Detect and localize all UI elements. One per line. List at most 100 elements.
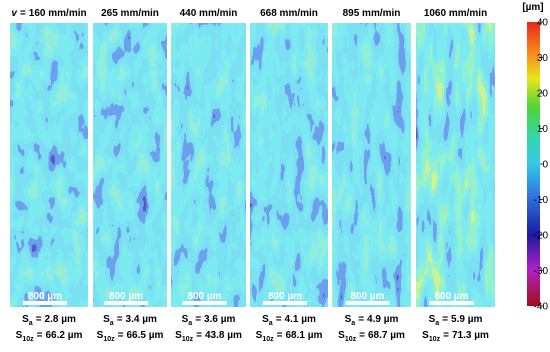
sa-symbol: S [22,314,29,325]
s10z-value: 71.3 µm [452,330,489,341]
scale-bar [429,301,474,305]
sa-subscript: a [110,320,114,327]
equals: = [277,330,283,341]
s10z-subscript: 10z [429,336,441,343]
s10z-subscript: 10z [182,336,194,343]
equals: = [358,314,364,325]
s10z-symbol: S [97,330,104,341]
equals: = [443,330,449,341]
sa-value: 5.9 µm [451,314,482,325]
s10z-value: 66.5 µm [126,330,163,341]
scale-bar-label: 800 µm [109,291,143,302]
s10z-symbol: S [422,330,429,341]
sa-value: 3.6 µm [204,314,235,325]
equals: = [196,330,202,341]
s10z-label: S10z = 66.5 µm [97,330,164,343]
surface-map [93,23,167,307]
colorbar-tick-label: 0 [542,160,548,171]
equals: = [36,314,42,325]
colorbar-tick-label: -40 [534,302,549,313]
colorbar-tick-label: 20 [537,89,549,100]
sa-subscript: a [351,320,355,327]
surface-map [416,23,495,307]
s10z-label: S10z = 43.8 µm [175,330,242,343]
sa-symbol: S [262,314,269,325]
s10z-value: 68.1 µm [285,330,322,341]
surface-map [10,23,88,307]
s10z-label: S10z = 68.7 µm [338,330,405,343]
colorbar-tick-label: -30 [534,266,549,277]
s10z-subscript: 10z [103,336,115,343]
speed-symbol: v [11,8,18,19]
surface-map [171,23,246,307]
s10z-symbol: S [256,330,263,341]
s10z-symbol: S [338,330,345,341]
scale-bar-label: 800 µm [350,291,384,302]
panel-speed: 895 mm/min [343,8,401,19]
speed: 160 mm/min [29,8,87,19]
sa-subscript: a [29,320,33,327]
scale-bar [104,301,148,305]
scale-bar [263,301,307,305]
panel-speed: 1060 mm/min [424,8,487,19]
sa-value: 3.4 µm [126,314,157,325]
equals: = [359,330,365,341]
s10z-symbol: S [175,330,182,341]
equals: = [20,8,26,19]
surface-map [250,23,328,307]
sa-label: Sa = 3.6 µm [182,314,236,327]
sa-subscript: a [188,320,192,327]
colorbar-tick-label: 40 [537,18,549,29]
s10z-label: S10z = 68.1 µm [256,330,323,343]
sa-symbol: S [429,314,436,325]
sa-value: 4.1 µm [285,314,316,325]
sa-label: Sa = 2.8 µm [22,314,76,327]
sa-value: 4.9 µm [367,314,398,325]
scale-bar-label: 800 µm [187,291,221,302]
s10z-label: S10z = 71.3 µm [422,330,489,343]
equals: = [117,314,123,325]
s10z-subscript: 10z [22,336,34,343]
panel-speed: v = 160 mm/min [11,8,86,19]
equals: = [276,314,282,325]
scale-bar [182,301,227,305]
colorbar-tick-label: 10 [537,124,549,135]
equals: = [195,314,201,325]
panel-speed: 668 mm/min [260,8,318,19]
sa-label: Sa = 4.1 µm [262,314,316,327]
sa-value: 2.8 µm [45,314,76,325]
equals: = [442,314,448,325]
s10z-subscript: 10z [262,336,274,343]
colorbar-tick-label: -20 [534,231,549,242]
scale-bar [23,301,67,305]
s10z-value: 43.8 µm [205,330,242,341]
sa-symbol: S [182,314,189,325]
scale-bar-label: 800 µm [434,291,468,302]
sa-subscript: a [269,320,273,327]
sa-label: Sa = 4.9 µm [345,314,399,327]
equals: = [118,330,124,341]
s10z-label: S10z = 66.2 µm [16,330,83,343]
s10z-subscript: 10z [345,336,357,343]
s10z-value: 66.2 µm [45,330,82,341]
s10z-value: 68.7 µm [368,330,405,341]
panel-speed: 265 mm/min [101,8,159,19]
scale-bar-label: 800 µm [28,291,62,302]
panel-speed: 440 mm/min [180,8,238,19]
s10z-symbol: S [16,330,23,341]
surface-map [332,23,411,307]
colorbar-tick-label: -10 [534,195,549,206]
scale-bar [345,301,390,305]
colorbar [527,22,540,306]
scale-bar-label: 800 µm [268,291,302,302]
sa-subscript: a [435,320,439,327]
sa-label: Sa = 3.4 µm [103,314,157,327]
equals: = [37,330,43,341]
colorbar-unit: [µm] [522,2,543,13]
sa-symbol: S [103,314,110,325]
colorbar-tick-label: 30 [537,53,549,64]
sa-label: Sa = 5.9 µm [429,314,483,327]
sa-symbol: S [345,314,352,325]
